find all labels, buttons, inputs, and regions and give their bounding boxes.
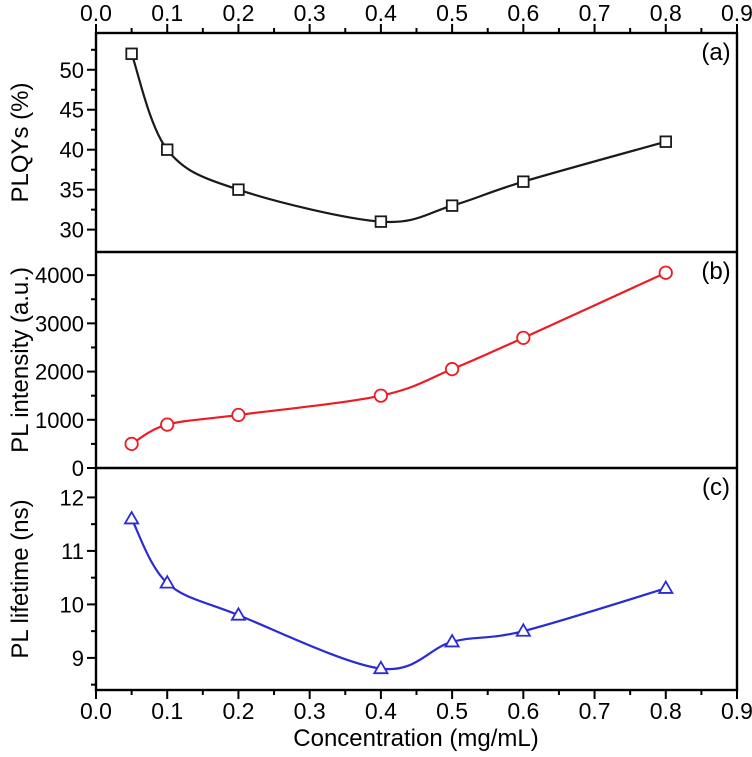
x-tick-label-bottom: 0.0 [80, 698, 112, 724]
data-point-marker-square [445, 199, 459, 212]
plot-frame [94, 31, 739, 692]
y-tick-label: 9 [72, 646, 84, 671]
y-tick-label: 30 [60, 218, 84, 243]
x-tick-label-bottom: 0.3 [294, 698, 326, 724]
x-tick-label-top: 0.7 [579, 0, 611, 26]
x-tick-label-top: 0.5 [436, 0, 468, 26]
data-point-marker-circle [516, 330, 531, 345]
y-axis-title-pl-intensity: PL intensity (a.u.) [7, 267, 34, 453]
data-point-marker-triangle [159, 574, 176, 589]
x-tick-label-bottom: 0.4 [365, 698, 397, 724]
panel-labels-group: (a) (b) (c) [701, 39, 730, 501]
data-point-marker-circle [231, 407, 246, 423]
x-tick-label-top: 0.4 [365, 0, 397, 26]
data-point-marker-circle [124, 436, 139, 451]
data-point-marker-circle [658, 265, 673, 280]
y-axis-title-pl-lifetime: PL lifetime (ns) [7, 499, 34, 658]
y-tick-label: 1000 [35, 408, 84, 433]
x-tick-label-bottom: 0.8 [650, 698, 682, 724]
data-point-marker-circle [373, 388, 388, 403]
data-point-marker-square [659, 135, 672, 148]
y-tick-label: 0 [72, 456, 84, 481]
panel-label-a: (a) [701, 39, 730, 66]
series-curve-a [130, 52, 667, 224]
data-point-marker-square [161, 143, 174, 156]
data-point-marker-triangle [123, 510, 140, 525]
y-tick-label: 40 [60, 138, 84, 163]
x-tick-label-bottom: 0.1 [151, 698, 183, 724]
x-tick-label-top: 0.2 [222, 0, 254, 26]
data-point-marker-triangle [443, 633, 461, 648]
x-tick-label-bottom: 0.6 [507, 698, 539, 724]
data-series-group [123, 47, 674, 675]
data-point-marker-triangle [372, 660, 390, 675]
x-tick-label-top: 0.9 [721, 0, 752, 26]
panel-label-b: (b) [701, 258, 730, 285]
data-point-marker-square [125, 47, 138, 60]
y-tick-label: 11 [61, 539, 84, 564]
y-tick-label: 45 [60, 98, 84, 123]
data-point-marker-square [232, 183, 245, 196]
y-tick-label: 12 [60, 485, 84, 510]
axis-ticks-group: 0.0 0.0 0.1 0.1 0.2 0.2 0.3 0.3 0.4 0.4 0.5 0.5 0.6 0… [35, 0, 752, 724]
x-tick-label-top: 0.1 [151, 0, 183, 26]
data-point-marker-circle [445, 362, 460, 377]
series-curve-b [130, 271, 667, 445]
x-tick-label-bottom: 0.7 [579, 698, 611, 724]
y-tick-label: 2000 [35, 360, 84, 385]
y-tick-label: 3000 [35, 311, 84, 336]
x-tick-label-top: 0.0 [80, 0, 112, 26]
x-axis-title: Concentration (mg/mL) [293, 725, 538, 752]
y-tick-label: 50 [60, 58, 84, 83]
data-point-marker-square [517, 175, 530, 188]
x-tick-label-bottom: 0.5 [436, 698, 468, 724]
y-tick-label: 10 [60, 592, 84, 617]
y-axis-title-plqys: PLQYs (%) [7, 82, 34, 202]
x-tick-label-top: 0.6 [507, 0, 539, 26]
y-tick-label: 35 [60, 178, 84, 203]
x-tick-label-top: 0.3 [294, 0, 326, 26]
x-tick-label-top: 0.8 [650, 0, 682, 26]
data-point-marker-circle [160, 417, 175, 432]
panel-borders-group [94, 31, 739, 692]
data-point-marker-triangle [515, 622, 532, 637]
data-point-marker-triangle [230, 606, 247, 621]
panel-label-c: (c) [702, 474, 730, 501]
x-tick-label-bottom: 0.2 [222, 698, 254, 724]
x-tick-label-bottom: 0.9 [721, 698, 752, 724]
series-curve-c [130, 517, 667, 671]
data-point-marker-triangle [657, 579, 674, 594]
y-tick-label: 4000 [35, 263, 84, 288]
data-point-marker-square [374, 215, 388, 228]
